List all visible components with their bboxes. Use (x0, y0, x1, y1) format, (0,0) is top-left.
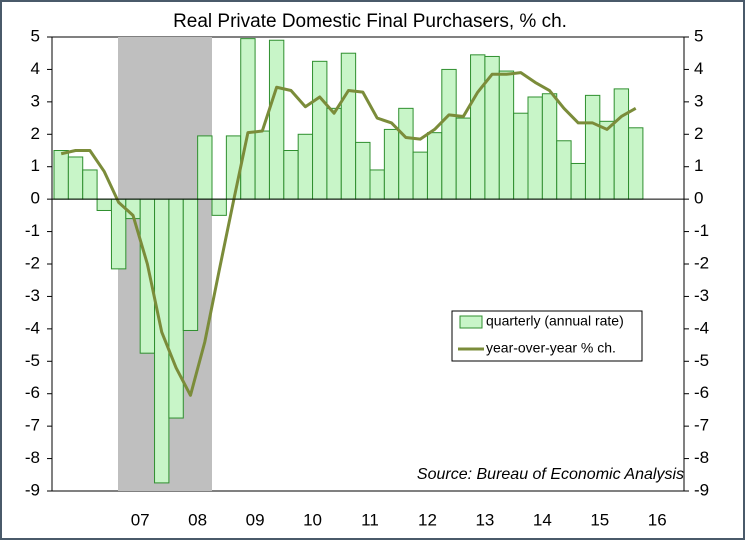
y2-tick-label: -6 (694, 383, 709, 402)
y2-tick-label: -5 (694, 351, 709, 370)
bar (139, 198, 156, 354)
bar (369, 169, 385, 200)
y2-tick-label: -3 (694, 286, 709, 305)
bar (182, 198, 199, 331)
bar (96, 198, 112, 211)
bar (110, 198, 127, 270)
bar (168, 198, 184, 419)
bar (312, 60, 328, 200)
y-tick-label: -1 (25, 221, 40, 240)
x-tick-label: 14 (533, 510, 552, 529)
x-tick-label: 09 (246, 510, 265, 529)
bar (412, 151, 428, 200)
bar (470, 54, 486, 200)
y2-tick-label: -4 (694, 318, 709, 337)
chart-title: Real Private Domestic Final Purchasers, … (173, 11, 567, 32)
bar (254, 130, 270, 200)
y-tick-label: 3 (31, 91, 40, 110)
x-tick-label: 13 (475, 510, 494, 529)
y-tick-label: 0 (31, 189, 40, 208)
y-tick-label: 1 (31, 156, 40, 175)
bar (211, 198, 227, 216)
y2-tick-label: 4 (694, 59, 703, 78)
bar (426, 132, 443, 200)
y-tick-label: -8 (25, 448, 40, 467)
y2-tick-label: -2 (694, 253, 709, 272)
bar (326, 107, 342, 200)
bar (240, 38, 256, 200)
bar (570, 162, 586, 200)
bar (541, 93, 558, 200)
y-tick-label: -3 (25, 286, 40, 305)
legend-swatch (459, 315, 483, 329)
source: Source: Bureau of Economic Analysis (417, 466, 684, 483)
line (60, 71, 637, 397)
bar (340, 52, 357, 200)
bar (484, 55, 500, 200)
x-tick-label: 11 (361, 510, 379, 529)
y-tick-label: -6 (25, 383, 40, 402)
bar (613, 88, 630, 200)
bar (398, 107, 414, 200)
x-tick-label: 07 (131, 510, 150, 529)
y2-tick-label: -9 (694, 480, 709, 499)
y2-tick-label: 2 (694, 124, 703, 143)
y2-tick-label: -1 (694, 221, 709, 240)
bar (584, 94, 601, 200)
y-tick-label: -2 (25, 253, 40, 272)
bar (599, 120, 615, 200)
x-tick-label: 10 (303, 510, 322, 529)
y-tick-label: -5 (25, 351, 40, 370)
y-tick-label: -7 (25, 416, 40, 435)
bar (383, 128, 400, 200)
x-tick-label: 15 (590, 510, 609, 529)
bar (513, 112, 529, 200)
bar (498, 70, 515, 200)
y2-tick-label: 5 (694, 26, 703, 45)
bar (455, 117, 472, 200)
bar (556, 140, 572, 200)
bar (441, 68, 457, 200)
y2-tick-label: -7 (694, 416, 709, 435)
bar (197, 135, 213, 200)
bar (82, 169, 98, 200)
bar (283, 150, 299, 200)
y-tick-label: 2 (31, 124, 40, 143)
legend: quarterly (annual rate) year-over-year % … (451, 310, 643, 362)
bar (628, 127, 644, 200)
y-tick-label: -4 (25, 318, 40, 337)
x-tick-label: 12 (418, 510, 437, 529)
y2-tick-label: 3 (694, 91, 703, 110)
x-tick-label: 16 (648, 510, 667, 529)
bar (355, 141, 371, 200)
y-tick-label: 5 (31, 26, 40, 45)
legend-box (451, 310, 643, 362)
bar (268, 39, 285, 200)
y2-tick-label: 1 (694, 156, 703, 175)
bar (225, 135, 242, 200)
y2-tick-label: -8 (694, 448, 709, 467)
y2-tick-label: 0 (694, 189, 703, 208)
legend-label: quarterly (annual rate) (486, 313, 624, 329)
bar (297, 133, 314, 200)
legend-label: year-over-year % ch. (486, 340, 616, 356)
bar (527, 96, 543, 200)
bar (67, 156, 84, 200)
y-tick-label: -9 (25, 480, 40, 499)
x-tick-label: 08 (188, 510, 207, 529)
bar (53, 150, 69, 200)
y-tick-label: 4 (31, 59, 40, 78)
